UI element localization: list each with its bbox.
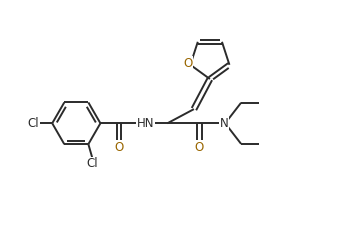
Text: N: N — [220, 117, 229, 130]
Text: Cl: Cl — [87, 157, 98, 170]
Text: O: O — [195, 141, 204, 154]
Text: O: O — [114, 141, 124, 154]
Text: HN: HN — [137, 117, 154, 130]
Text: O: O — [183, 57, 192, 69]
Text: Cl: Cl — [27, 117, 39, 130]
